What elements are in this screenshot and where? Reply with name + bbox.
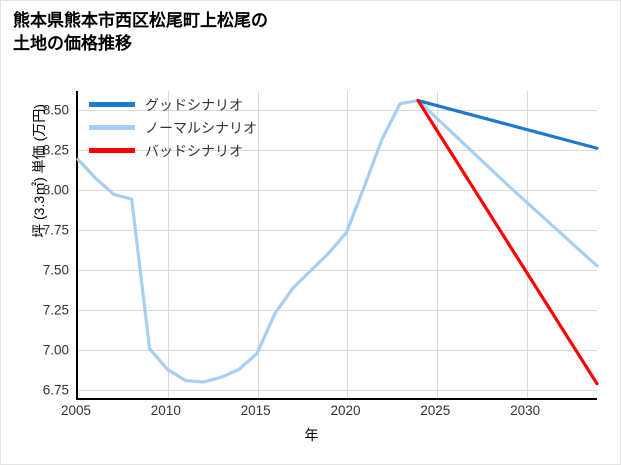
gridline-horizontal [78,150,597,152]
series-lines [76,98,599,386]
y-axis-title: 坪 (3.3㎡) 単価 (万円) [31,104,47,238]
x-axis-title: 年 [304,427,319,443]
x-tick-label: 2015 [240,403,271,418]
gridline-horizontal [78,110,597,112]
series-line [416,98,599,386]
series-line [416,98,599,150]
legend-label: ノーマルシナリオ [145,119,257,136]
legend-item[interactable]: バッドシナリオ [89,139,299,162]
x-tick-label: 2005 [60,403,92,418]
y-tick-label: 7.00 [42,342,69,358]
x-tick-label: 2020 [330,403,361,418]
x-tick-label: 2025 [420,403,451,418]
gridline-horizontal [78,190,597,192]
gridline-vertical [257,91,259,398]
legend-label: グッドシナリオ [145,96,243,113]
gridline-vertical [437,91,439,398]
legend-item[interactable]: ノーマルシナリオ [89,116,299,139]
gridline-horizontal [78,270,597,272]
legend-color-swatch [89,125,135,130]
gridline-vertical [347,91,349,398]
chart-title: 熊本県熊本市西区松尾町上松尾の 土地の価格推移 [13,11,268,54]
legend-color-swatch [89,102,135,107]
chart-legend: グッドシナリオ ノーマルシナリオ バッドシナリオ [89,93,299,162]
legend-item[interactable]: グッドシナリオ [89,93,299,116]
x-tick-label: 2030 [510,403,541,418]
gridline-vertical [167,91,169,398]
legend-label: バッドシナリオ [145,142,243,159]
gridline-horizontal [78,350,597,352]
x-tick-label: 2010 [150,403,181,418]
plot-area [76,91,599,400]
x-axis-tick-labels: 2005 2010 2015 2020 2025 2030 [61,403,597,427]
gridline-horizontal [78,390,597,392]
y-tick-label: 6.75 [42,382,69,398]
gridline-horizontal [78,310,597,312]
series-line [76,98,599,384]
gridline-vertical [527,91,529,398]
legend-color-swatch [89,148,135,153]
gridline-horizontal [78,230,597,232]
